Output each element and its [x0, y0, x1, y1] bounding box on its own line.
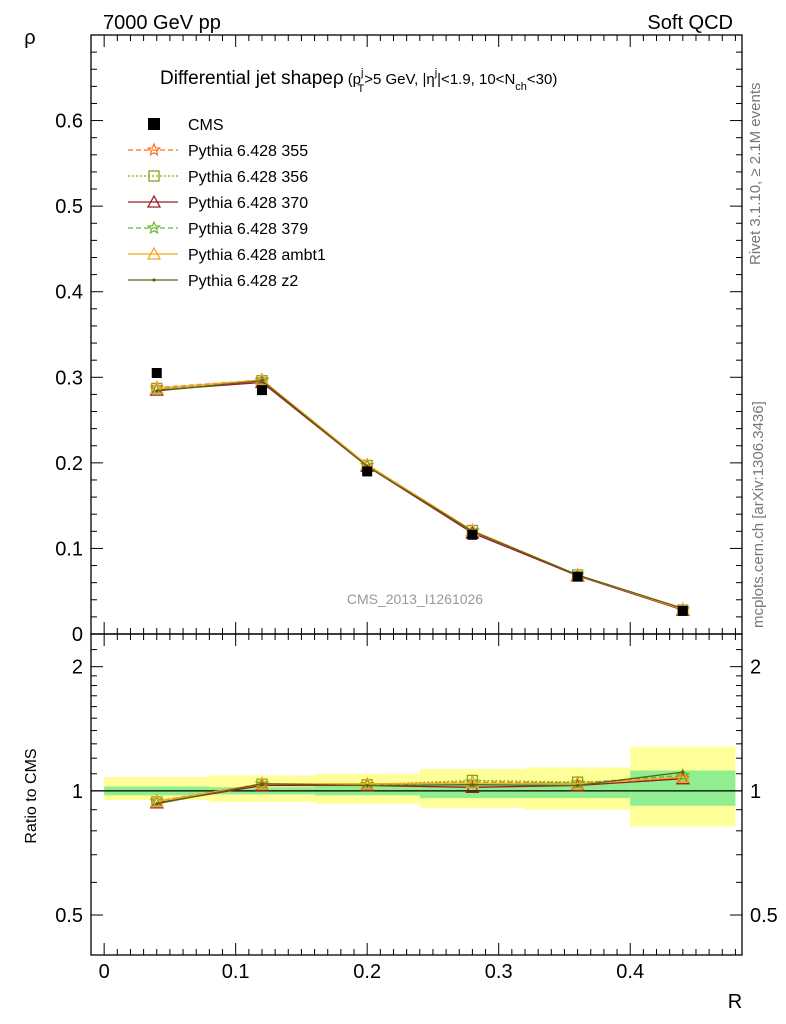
- ratio-y-tick-label-right: 0.5: [750, 905, 778, 927]
- legend-marker: [146, 220, 162, 235]
- series-line: [156, 379, 684, 611]
- x-tick-label: 0: [99, 961, 110, 983]
- ratio-series-marker: [260, 782, 264, 786]
- ratio-series-marker: [365, 783, 369, 788]
- y-tick-label: 0: [72, 624, 83, 646]
- y-tick-label: 0.4: [55, 282, 83, 304]
- main-ylabel: ρ: [24, 27, 35, 49]
- data-point: [467, 529, 478, 540]
- y-tick-label: 0.5: [55, 196, 83, 218]
- x-tick-label: 0.2: [353, 961, 381, 983]
- ratio-series-marker: [465, 775, 480, 789]
- x-tick-label: 0.1: [222, 961, 250, 983]
- legend-marker: [148, 118, 160, 130]
- series-line: [156, 381, 684, 611]
- ratio-series-marker: [149, 794, 164, 808]
- x-tick-label: 0.3: [485, 961, 513, 983]
- ratio-series-marker: [470, 783, 474, 787]
- analysis-watermark: CMS_2013_I1261026: [347, 591, 483, 607]
- legend-label: Pythia 6.428 356: [188, 169, 308, 186]
- data-point: [256, 385, 267, 396]
- data-point: [572, 571, 583, 582]
- legend-label: Pythia 6.428 ambt1: [188, 247, 326, 264]
- ratio-stat-band: [630, 770, 736, 806]
- legend-label: CMS: [188, 117, 224, 134]
- main-plot: 0 0.1 0.2 0.3 0.4 0.5 0.6: [55, 34, 743, 646]
- ratio-y-tick-label-right: 2: [750, 657, 761, 679]
- ratio-plot: 0 0.1 0.2 0.3 0.4 0.5 0.5 1 1 2 2: [55, 633, 778, 983]
- series-marker: [260, 379, 264, 383]
- legend-marker: [146, 246, 162, 260]
- series-marker: [149, 381, 164, 395]
- series-marker: [254, 372, 270, 386]
- process-label: Soft QCD: [647, 12, 733, 34]
- legend-marker: [146, 142, 162, 157]
- ratio-series-marker: [681, 770, 685, 774]
- series-line: [156, 380, 683, 609]
- legend-label: Pythia 6.428 370: [188, 195, 308, 212]
- y-tick-label: 0.6: [55, 111, 83, 133]
- energy-label: 7000 GeV pp: [103, 12, 221, 34]
- ratio-series-marker: [360, 776, 375, 790]
- legend-marker: [152, 278, 156, 282]
- x-tick-label: 0.4: [616, 961, 644, 983]
- plot-title: Differential jet shapeρ (pj T>5 GeV, |ηj|<…: [160, 67, 557, 95]
- ratio-ylabel: Ratio to CMS: [23, 748, 40, 843]
- legend-label: Pythia 6.428 z2: [188, 273, 298, 290]
- ratio-series-line: [156, 778, 683, 804]
- ratio-series-marker: [360, 777, 375, 791]
- ratio-series-line: [156, 771, 683, 805]
- xlabel: R: [728, 991, 742, 1013]
- data-point: [362, 466, 373, 477]
- ratio-series-marker: [254, 776, 270, 791]
- ratio-frame: [90, 633, 743, 956]
- ratio-series-marker: [576, 783, 580, 788]
- series-marker: [155, 389, 159, 393]
- ratio-series-marker: [570, 776, 585, 790]
- ratio-y-tick-label: 2: [72, 657, 83, 679]
- ratio-series-marker: [155, 802, 159, 806]
- ratio-y-tick-label-right: 1: [750, 781, 761, 803]
- series-marker: [254, 373, 270, 387]
- ratio-y-tick-label: 0.5: [55, 905, 83, 927]
- y-tick-label: 0.2: [55, 453, 83, 475]
- ratio-y-tick-label: 1: [72, 781, 83, 803]
- legend-marker: [148, 170, 160, 182]
- legend-label: Pythia 6.428 355: [188, 143, 308, 160]
- series-line: [156, 379, 684, 610]
- ratio-series-marker: [675, 767, 690, 782]
- y-tick-label: 0.3: [55, 367, 83, 389]
- rivet-label: Rivet 3.1.10, ≥ 2.1M events: [747, 83, 764, 266]
- series-line: [156, 380, 684, 610]
- ratio-series-marker: [675, 769, 690, 783]
- legend: CMS Pythia 6.428 355 Pythia 6.428 356 Pythi…: [128, 117, 326, 290]
- data-point: [677, 605, 688, 616]
- legend-label: Pythia 6.428 379: [188, 221, 308, 238]
- data-point: [151, 368, 162, 379]
- series-line: [156, 380, 684, 611]
- legend-marker: [146, 194, 162, 208]
- mcplots-label: mcplots.cern.ch [arXiv:1306.3436]: [750, 401, 767, 628]
- y-tick-label: 0.1: [55, 538, 83, 560]
